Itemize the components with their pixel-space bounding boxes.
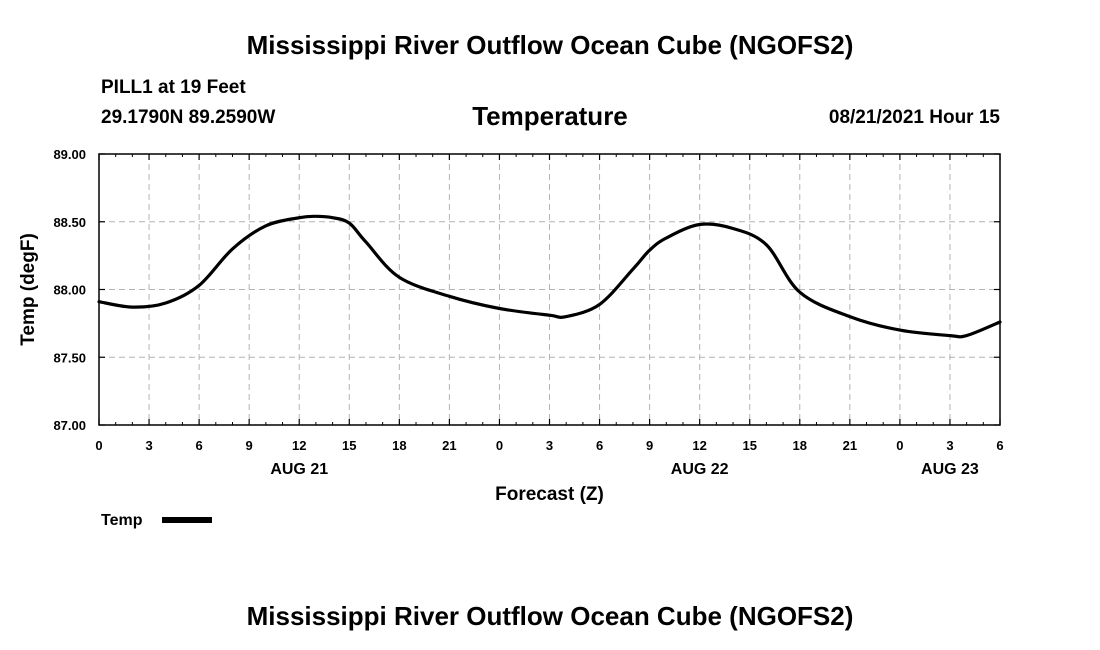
x-tick-label: 21 <box>442 438 456 453</box>
x-tick-label: 3 <box>145 438 152 453</box>
x-tick-label: 21 <box>843 438 857 453</box>
legend: Temp <box>101 512 212 529</box>
x-axis-title: Forecast (Z) <box>495 484 604 505</box>
x-tick-label: 9 <box>246 438 253 453</box>
day-label: AUG 22 <box>671 461 729 478</box>
x-tick-label: 3 <box>946 438 953 453</box>
x-tick-label: 15 <box>742 438 756 453</box>
day-label: AUG 23 <box>921 461 979 478</box>
x-tick-label: 18 <box>793 438 807 453</box>
x-tick-label: 12 <box>292 438 306 453</box>
y-tick-label: 87.50 <box>53 350 86 365</box>
y-tick-label: 87.00 <box>53 418 86 433</box>
x-tick-label: 12 <box>692 438 706 453</box>
chart-main-title: Mississippi River Outflow Ocean Cube (NG… <box>246 30 854 60</box>
label-layer: 0 3 6 9 12 15 18 21 0 3 6 9 12 15 18 21 0 3 6 87.00 87.50 88.… <box>53 147 1003 478</box>
x-tick-label: 6 <box>996 438 1003 453</box>
legend-label: Temp <box>101 512 143 529</box>
x-tick-label: 0 <box>496 438 503 453</box>
x-tick-label: 9 <box>646 438 653 453</box>
x-tick-label: 0 <box>95 438 102 453</box>
y-tick-label: 88.00 <box>53 283 86 298</box>
x-tick-label: 0 <box>896 438 903 453</box>
station-coordinates: 29.1790N 89.2590W <box>101 107 276 128</box>
x-tick-label: 6 <box>596 438 603 453</box>
plot-title: Temperature <box>472 101 628 131</box>
forecast-datetime: 08/21/2021 Hour 15 <box>828 107 1000 128</box>
x-tick-label: 18 <box>392 438 406 453</box>
footer-title: Mississippi River Outflow Ocean Cube (NG… <box>246 601 854 631</box>
x-tick-label: 3 <box>546 438 553 453</box>
station-name: PILL1 at 19 Feet <box>101 77 246 98</box>
day-label: AUG 21 <box>270 461 328 478</box>
tick-layer <box>98 153 1001 426</box>
grid-layer <box>99 154 1000 425</box>
y-tick-label: 88.50 <box>53 215 86 230</box>
y-axis-title: Temp (degF) <box>18 233 39 346</box>
temp-series-line <box>97 214 1002 339</box>
x-tick-label: 15 <box>342 438 356 453</box>
x-tick-label: 6 <box>195 438 202 453</box>
y-tick-label: 89.00 <box>53 147 86 162</box>
